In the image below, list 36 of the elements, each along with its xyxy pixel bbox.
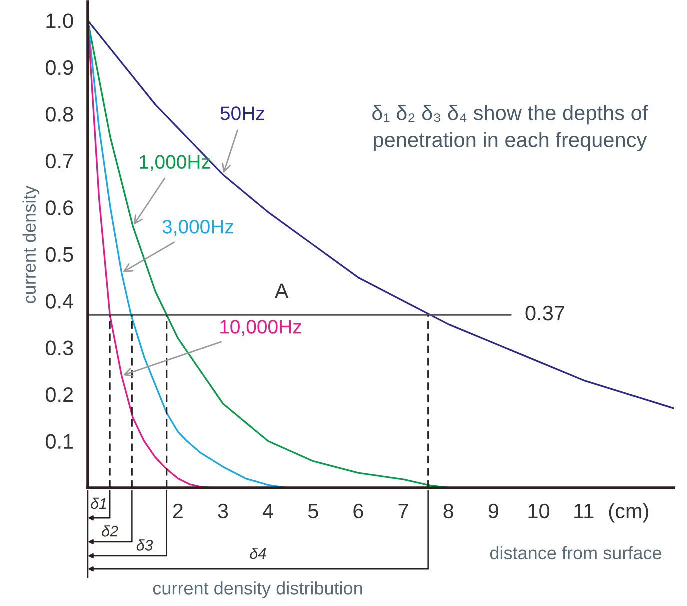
text: δ4 <box>250 548 266 560</box>
y-tick-label: 0.1 <box>46 434 74 450</box>
annotation: δ₁ δ₂ δ₃ δ₄ show the depths of penetration in each frequency <box>372 105 648 152</box>
x-tick-label: 3 <box>218 504 228 519</box>
y-tick-label: 0.3 <box>46 340 74 356</box>
x-tick-label: 10 <box>528 504 550 519</box>
line-series <box>88 20 674 410</box>
y-tick-label: 0.7 <box>46 154 74 169</box>
y-tick-label: 0.5 <box>46 247 74 262</box>
y-tick-label: 1.0 <box>46 14 74 28</box>
text: δ3 <box>136 540 154 551</box>
y-tick-label: 0.4 <box>46 294 74 309</box>
y-tick-label: 0.2 <box>46 388 74 402</box>
text: 3,000Hz <box>162 220 234 236</box>
annotation: A <box>274 284 289 298</box>
x-tick-label: (cm) <box>609 503 648 523</box>
series-label: 1,000Hz <box>140 155 210 172</box>
x-tick-label: 7 <box>398 504 408 518</box>
x-tick-label: 4 <box>262 504 274 518</box>
y-tick-label: 0.6 <box>46 200 74 216</box>
x-tick-label: 2 <box>173 504 183 518</box>
y-tick-label: 0.8 <box>46 107 74 122</box>
x-tick-label: 5 <box>308 504 318 519</box>
text: 10,000Hz <box>220 320 302 336</box>
x-tick-label: 8 <box>444 504 454 519</box>
x-tick-label: 9 <box>488 504 498 519</box>
text: current density distribution <box>153 582 362 598</box>
y-tick-label: 0.9 <box>46 60 74 76</box>
x-tick-label: 6 <box>354 504 364 519</box>
y-axis-title: current density <box>22 186 40 304</box>
x-tick-label: 11 <box>574 504 594 518</box>
series-label: 50Hz <box>220 106 264 120</box>
ref-line-label: 0.37 <box>526 306 564 321</box>
x-axis-title: distance from surface <box>490 546 662 560</box>
text: δ2 <box>102 526 118 537</box>
text: δ1 <box>91 498 106 510</box>
